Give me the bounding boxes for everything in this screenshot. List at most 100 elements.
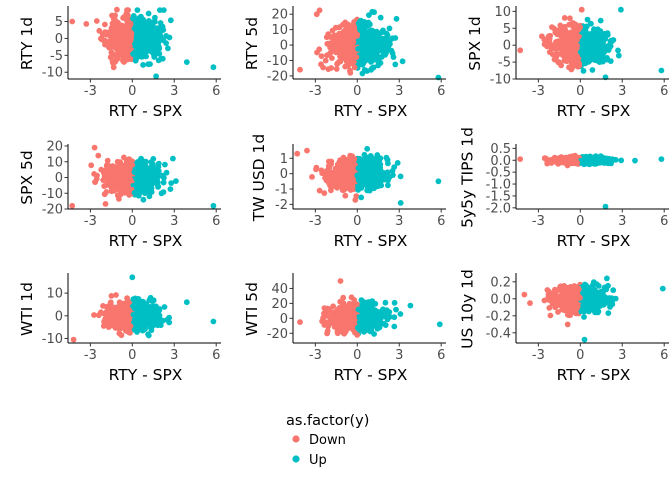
data-point-up	[151, 54, 158, 60]
data-point-down	[111, 44, 117, 50]
x-tick-label: -3	[84, 348, 97, 363]
y-tick-label: 0.5	[490, 142, 511, 157]
y-tick-label: -10	[42, 66, 63, 81]
data-point-down	[322, 57, 329, 64]
x-tick-label: 3	[170, 348, 178, 363]
data-point-down	[313, 164, 320, 171]
data-point-up	[166, 314, 173, 321]
y-tick-label: -10	[42, 332, 63, 347]
data-point-down	[119, 53, 125, 59]
data-point-down	[124, 172, 131, 179]
data-point-up	[145, 332, 152, 339]
data-point-down	[561, 23, 568, 30]
data-point-up	[605, 47, 612, 53]
data-point-up	[435, 74, 442, 81]
data-point-down	[559, 52, 566, 58]
data-point-down	[575, 33, 582, 40]
data-point-up	[167, 186, 174, 193]
data-point-down	[95, 152, 102, 159]
x-tick-label: 6	[437, 214, 445, 229]
data-point-up	[167, 17, 174, 24]
data-point-up	[145, 18, 152, 24]
y-tick-label: -5	[50, 49, 63, 64]
data-point-up	[385, 160, 391, 167]
data-point-down	[111, 37, 118, 43]
data-point-up	[152, 14, 158, 21]
data-point-down	[304, 147, 310, 154]
data-point-down	[326, 180, 332, 187]
x-tick-label: 6	[212, 214, 220, 229]
data-point-up	[150, 19, 157, 26]
x-tick-label: 0	[128, 348, 136, 363]
data-point-down	[327, 40, 334, 46]
data-point-down	[125, 180, 132, 186]
x-axis-title: RTY - SPX	[109, 366, 183, 384]
data-point-up	[591, 29, 598, 36]
x-tick-label: 0	[128, 214, 136, 229]
data-point-up	[359, 70, 366, 77]
data-point-down	[327, 49, 334, 56]
y-tick-label: -2	[275, 198, 288, 213]
data-point-down	[351, 64, 358, 71]
data-point-up	[131, 49, 138, 56]
data-point-up	[130, 15, 136, 22]
x-tick-label: -3	[309, 214, 322, 229]
data-point-up	[618, 6, 624, 13]
data-point-down	[88, 162, 95, 169]
data-point-up	[133, 55, 140, 62]
data-point-up	[145, 22, 152, 29]
data-point-down	[108, 29, 115, 35]
data-point-up	[130, 311, 137, 318]
data-point-down	[91, 171, 97, 177]
data-point-up	[580, 158, 586, 165]
data-point-down	[105, 43, 112, 49]
data-point-up	[358, 194, 365, 201]
data-point-up	[397, 173, 404, 180]
data-point-down	[113, 306, 120, 313]
data-point-down	[546, 39, 552, 46]
data-point-down	[347, 152, 354, 159]
data-point-down	[125, 47, 132, 54]
y-axis-title: TW USD 1d	[250, 134, 268, 222]
data-point-up	[162, 161, 168, 168]
data-point-down	[113, 169, 120, 176]
y-tick-label: 20	[46, 140, 63, 155]
y-tick-label: -5	[498, 56, 511, 71]
data-point-down	[114, 23, 121, 30]
data-point-up	[159, 55, 166, 62]
data-point-up	[369, 65, 376, 71]
data-point-up	[355, 45, 361, 52]
data-point-down	[126, 192, 133, 198]
x-tick-label: -3	[309, 84, 322, 99]
data-point-up	[658, 156, 665, 163]
y-tick-label: 0	[280, 39, 288, 54]
data-point-up	[210, 64, 217, 71]
data-point-down	[120, 310, 126, 316]
x-tick-label: 6	[660, 84, 668, 99]
data-point-up	[382, 36, 389, 43]
x-tick-label: -3	[532, 214, 545, 229]
data-point-up	[392, 61, 399, 68]
data-point-down	[545, 158, 551, 165]
data-point-up	[392, 35, 399, 41]
data-point-down	[70, 336, 77, 343]
y-tick-label: 1	[280, 152, 288, 167]
y-tick-label: 0	[55, 171, 63, 186]
y-tick-label: 10	[271, 23, 288, 38]
data-point-up	[383, 154, 390, 161]
data-point-up	[577, 49, 584, 55]
data-point-down	[344, 167, 351, 173]
data-point-up	[136, 33, 143, 40]
data-point-up	[355, 20, 362, 27]
data-point-up	[361, 165, 368, 172]
y-tick-label: -1	[275, 183, 288, 198]
x-axis-title: RTY - SPX	[109, 102, 183, 120]
data-point-up	[610, 37, 617, 43]
y-tick-label: -10	[42, 187, 63, 202]
data-point-down	[337, 180, 343, 187]
data-point-up	[615, 52, 622, 59]
data-point-down	[343, 36, 350, 43]
data-point-down	[553, 57, 560, 63]
